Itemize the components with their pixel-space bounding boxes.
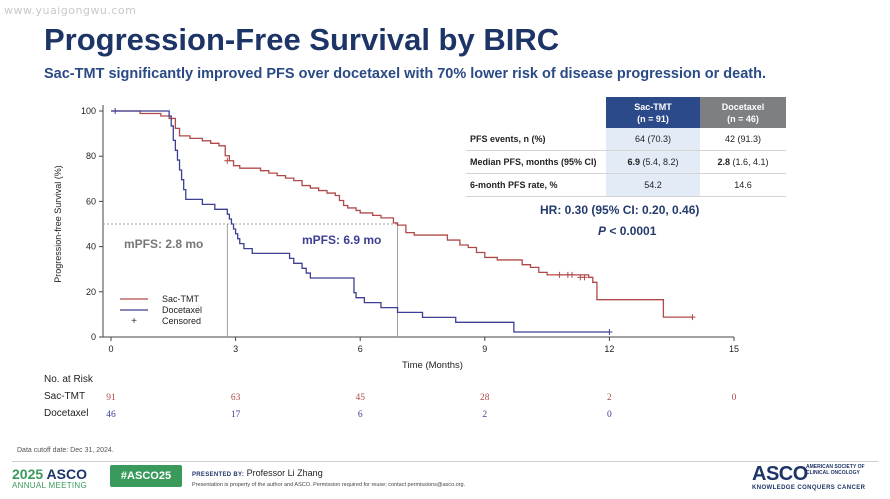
presenter-name: Professor Li Zhang	[246, 468, 323, 478]
risk-value: 2	[482, 410, 487, 420]
cell-sac: 64 (70.3)	[606, 128, 700, 151]
meeting-name: ANNUAL MEETING	[12, 481, 88, 490]
table-header-sac: Sac-TMT (n = 91)	[606, 97, 700, 128]
header-sac-n: (n = 91)	[637, 113, 669, 124]
legend-label: Sac-TMT	[162, 294, 200, 304]
row-label: PFS events, n (%)	[466, 128, 606, 151]
y-tick-label: 40	[86, 242, 96, 252]
y-tick-label: 20	[86, 287, 96, 297]
presented-by-label: PRESENTED BY:	[192, 472, 245, 478]
cell-doc: 14.6	[700, 173, 786, 197]
censor-mark	[569, 271, 576, 278]
x-tick-label: 3	[233, 344, 238, 354]
legend-label: Censored	[162, 316, 201, 326]
table-row: Median PFS, months (95% CI) 6.9 (5.4, 8.…	[466, 150, 786, 174]
risk-value: 17	[231, 410, 241, 420]
table-row: 6-month PFS rate, % 54.2 14.6	[466, 173, 786, 197]
page-subtitle: Sac-TMT significantly improved PFS over …	[44, 66, 766, 82]
row-label: 6-month PFS rate, %	[466, 173, 606, 197]
risk-label-doc: Docetaxel	[44, 408, 89, 419]
y-axis-label: Progression-free Survival (%)	[53, 165, 63, 283]
disclaimer: Presentation is property of the author a…	[192, 482, 466, 488]
x-tick-label: 9	[482, 344, 487, 354]
risk-value: 2	[607, 393, 612, 403]
table-header-doc: Docetaxel (n = 46)	[700, 97, 786, 128]
table-corner	[466, 97, 606, 128]
x-tick-label: 0	[108, 344, 113, 354]
header-doc-name: Docetaxel	[721, 101, 765, 112]
risk-value: 63	[231, 393, 241, 403]
risk-value: 46	[106, 410, 116, 420]
watermark: www.yuaigongwu.com	[4, 4, 137, 17]
x-tick-label: 6	[358, 344, 363, 354]
asco-society-name: AMERICAN SOCIETY OF CLINICAL ONCOLOGY	[806, 464, 865, 476]
row-label: Median PFS, months (95% CI)	[466, 150, 606, 174]
cell-sac-median: 6.9	[627, 157, 640, 167]
risk-values: 91 63 45 28 2 0 46 17 6 2 0	[106, 393, 737, 420]
censor-mark	[112, 108, 119, 114]
risk-table-title: No. at Risk	[44, 374, 93, 385]
legend-censor-symbol: +	[131, 316, 137, 327]
series-line-sactmt	[111, 110, 693, 318]
page-title: Progression-Free Survival by BIRC	[44, 22, 560, 57]
cell-sac-ci: (5.4, 8.2)	[639, 157, 679, 167]
asco-tagline: KNOWLEDGE CONQUERS CANCER	[752, 485, 866, 491]
median-annotation: mPFS: 6.9 mo	[302, 233, 381, 247]
stats-table: Sac-TMT (n = 91) Docetaxel (n = 46) PFS …	[466, 97, 786, 197]
median-annotation: mPFS: 2.8 mo	[124, 237, 203, 251]
y-tick-label: 80	[86, 151, 96, 161]
x-tick-label: 15	[729, 344, 739, 354]
cell-sac: 54.2	[606, 173, 700, 197]
presenter-line: PRESENTED BY: Professor Li Zhang	[192, 468, 323, 478]
table-row: PFS events, n (%) 64 (70.3) 42 (91.3)	[466, 128, 786, 151]
risk-value: 0	[607, 410, 612, 420]
censor-mark	[606, 329, 613, 336]
risk-value: 45	[355, 393, 365, 403]
x-axis-label: Time (Months)	[402, 360, 463, 371]
risk-label-sac: Sac-TMT	[44, 391, 86, 402]
footer-divider	[12, 461, 878, 462]
risk-value: 6	[358, 410, 363, 420]
y-tick-label: 60	[86, 196, 96, 206]
cell-sac: 6.9 (5.4, 8.2)	[606, 150, 700, 174]
y-tick-label: 100	[81, 106, 96, 116]
p-label: P	[598, 224, 607, 238]
p-value: P < 0.0001	[598, 224, 656, 238]
legend-label: Docetaxel	[162, 305, 202, 315]
censor-mark	[689, 314, 696, 321]
meeting-asco: ASCO	[46, 466, 87, 482]
header-doc-n: (n = 46)	[727, 113, 759, 124]
meeting-year: 2025	[12, 466, 44, 482]
km-chart: 0 20 40 60 80 100 0 3 6 9 12 15 Time (Months) Progres…	[53, 105, 739, 371]
data-cutoff-note: Data cutoff date: Dec 31, 2024.	[17, 447, 114, 454]
risk-value: 91	[106, 393, 116, 403]
censor-mark	[224, 157, 231, 164]
hashtag-badge: #ASCO25	[110, 465, 182, 487]
cell-doc-median: 2.8	[717, 157, 730, 167]
censor-mark	[556, 271, 563, 278]
cell-doc: 2.8 (1.6, 4.1)	[700, 150, 786, 174]
asco-logo: ASCO	[752, 463, 808, 485]
cell-doc-ci: (1.6, 4.1)	[729, 157, 769, 167]
x-tick-label: 12	[604, 344, 614, 354]
hazard-ratio: HR: 0.30 (95% CI: 0.20, 0.46)	[540, 203, 700, 217]
series-line-docetaxel	[111, 110, 610, 333]
meeting-logo: 2025 ASCO	[12, 466, 87, 482]
cell-doc: 42 (91.3)	[700, 128, 786, 151]
censor-mark	[581, 274, 588, 281]
risk-value: 28	[480, 393, 490, 403]
table-header-row: Sac-TMT (n = 91) Docetaxel (n = 46)	[466, 97, 786, 128]
p-value-text: < 0.0001	[606, 224, 657, 238]
risk-value: 0	[732, 393, 737, 403]
header-sac-name: Sac-TMT	[634, 101, 672, 112]
y-tick-label: 0	[91, 332, 96, 342]
